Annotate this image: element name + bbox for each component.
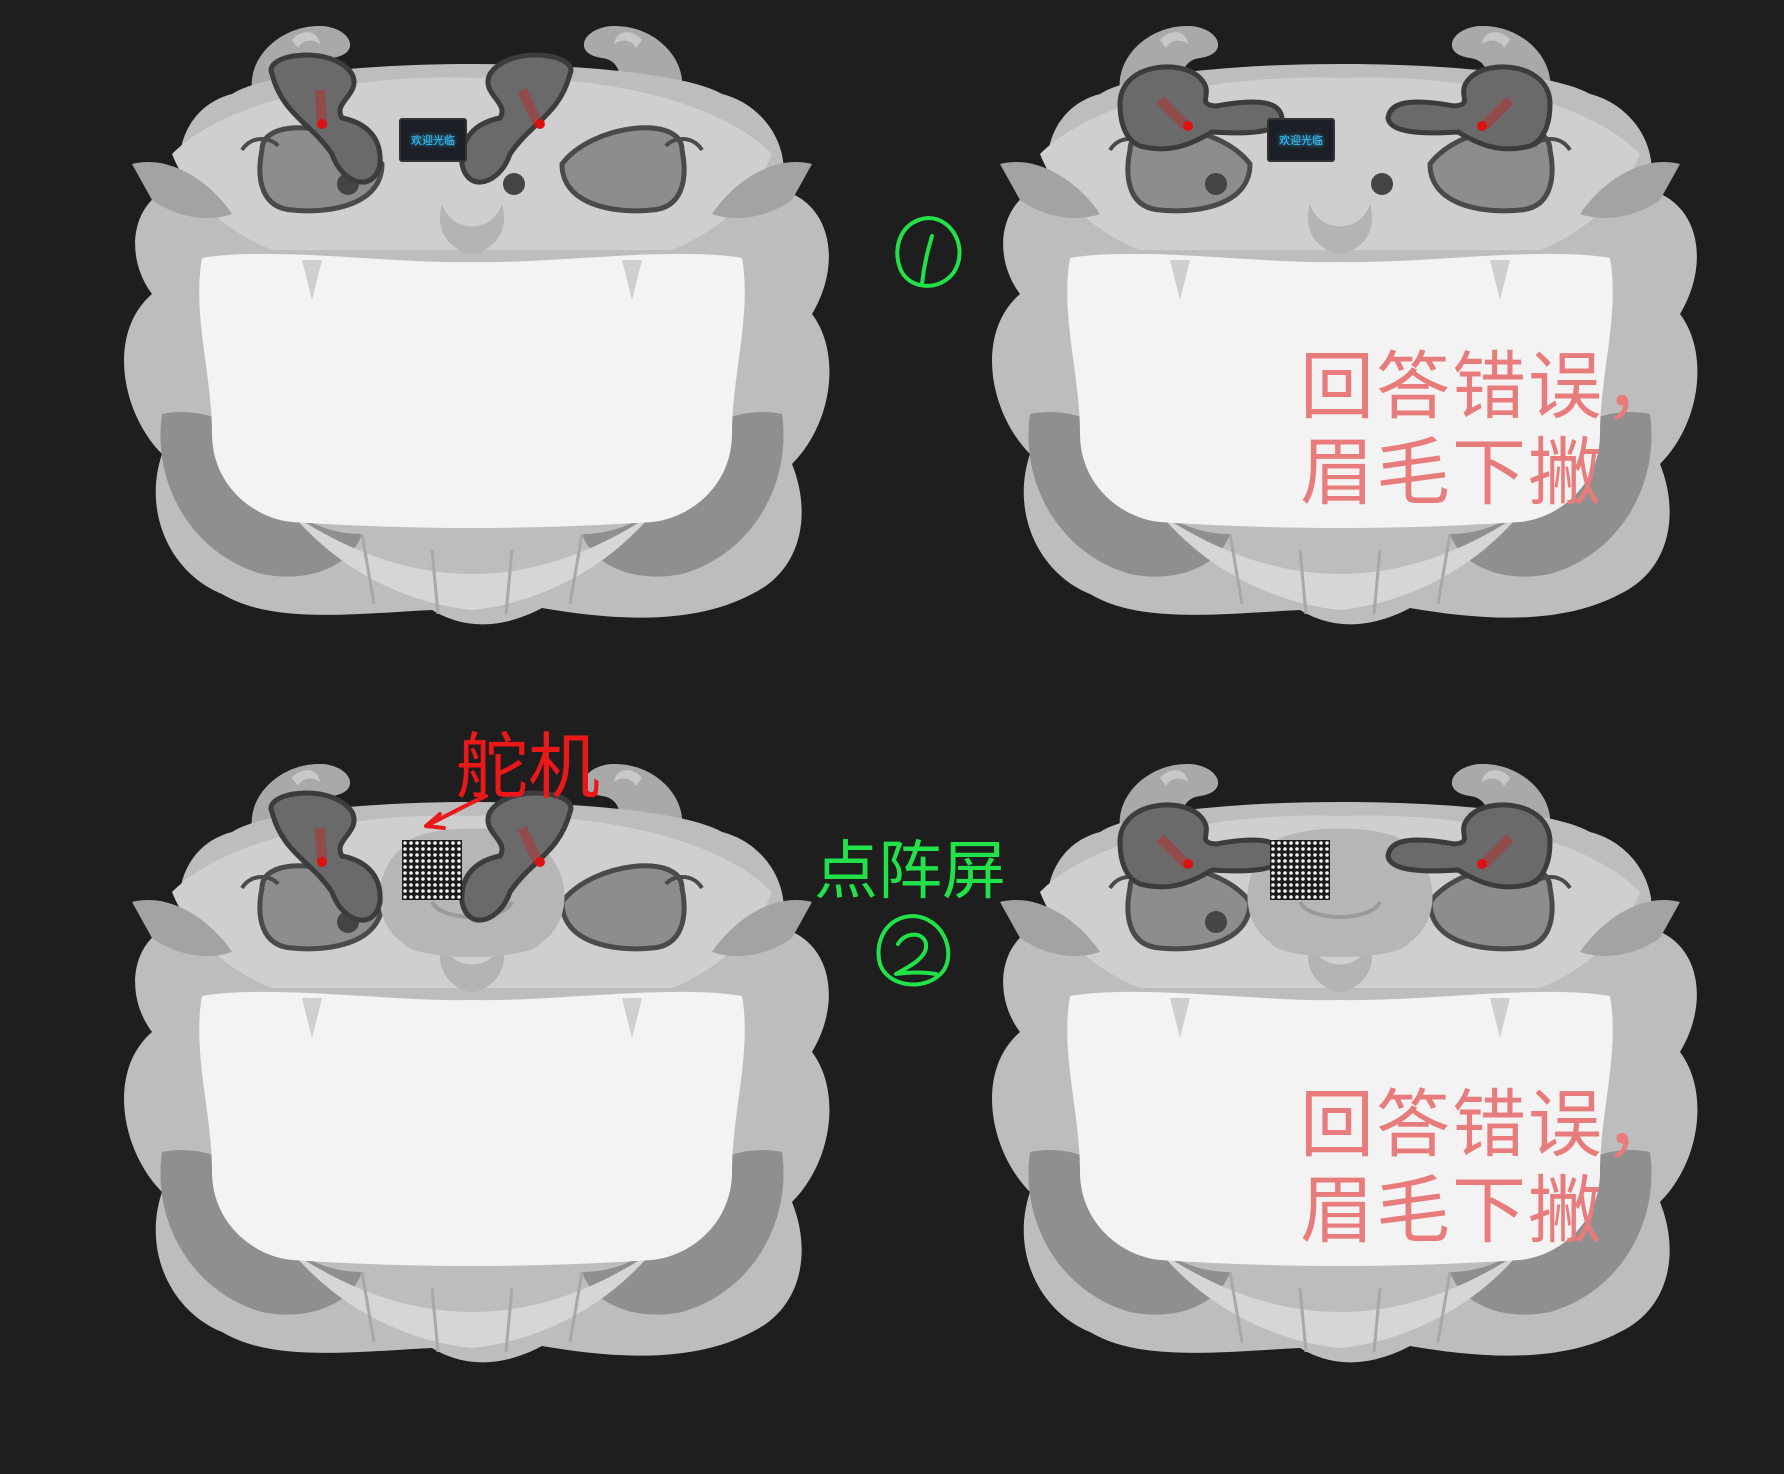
oled-screen: 欢迎光临 (1267, 118, 1335, 162)
dot-matrix-display (402, 840, 462, 900)
face-mask-illustration (112, 14, 972, 734)
servo-arrow (424, 794, 488, 830)
step-1-marker (895, 215, 962, 288)
panel-2: 欢迎光临 回答错误， 眉毛下撇 (980, 14, 1784, 734)
oled-screen: 欢迎光临 (399, 118, 467, 162)
panel-1: 欢迎光临 (112, 14, 972, 734)
mouth-caption: 回答错误， 眉毛下撇 (1300, 1082, 1680, 1254)
mouth-caption: 回答错误， 眉毛下撇 (1300, 344, 1680, 516)
oled-text: 欢迎光临 (1279, 134, 1323, 147)
step-2-marker (876, 913, 951, 987)
panel-4: 回答错误， 眉毛下撇 (980, 752, 1784, 1472)
dot-matrix-display (1270, 840, 1330, 900)
dot-matrix-label: 点阵屏 (814, 835, 1006, 909)
oled-text: 欢迎光临 (411, 134, 455, 147)
servo-label: 舵机 (456, 725, 601, 809)
